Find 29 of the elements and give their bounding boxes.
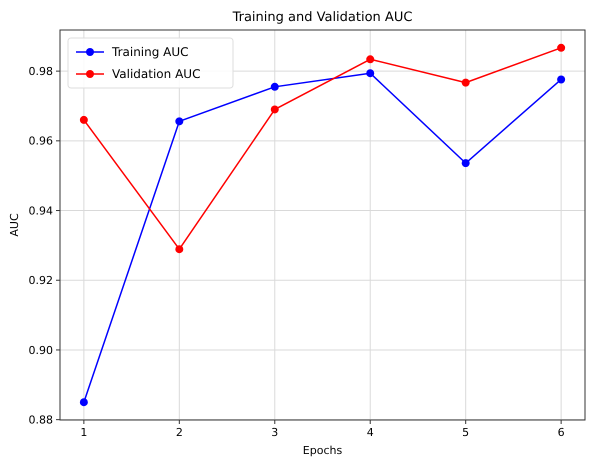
point bbox=[366, 69, 374, 78]
x-tick-label: 1 bbox=[80, 426, 88, 439]
point bbox=[270, 82, 279, 91]
y-tick-label: 0.90 bbox=[28, 344, 53, 357]
x-tick-label: 2 bbox=[176, 426, 183, 439]
legend-label: Training AUC bbox=[111, 45, 189, 60]
point bbox=[366, 55, 374, 64]
x-tick-label: 6 bbox=[558, 426, 565, 439]
x-tick-label: 4 bbox=[366, 426, 374, 439]
chart-title: Training and Validation AUC bbox=[232, 10, 412, 25]
point bbox=[270, 105, 279, 114]
point bbox=[557, 44, 566, 52]
legend-label: Validation AUC bbox=[112, 67, 200, 82]
point bbox=[557, 75, 566, 84]
x-tick-label: 5 bbox=[462, 426, 470, 439]
y-tick-label: 0.98 bbox=[28, 64, 53, 78]
y-tick-label: 0.92 bbox=[28, 274, 53, 288]
y-tick-label: 0.94 bbox=[28, 204, 53, 218]
point bbox=[462, 159, 470, 168]
point bbox=[80, 398, 88, 406]
point bbox=[462, 78, 470, 87]
y-tick-label: 0.96 bbox=[28, 134, 53, 148]
point bbox=[175, 117, 184, 126]
y-tick-label: 0.88 bbox=[28, 414, 53, 426]
x-tick-label: 3 bbox=[271, 426, 278, 439]
point bbox=[175, 245, 184, 254]
point bbox=[80, 116, 88, 124]
x-axis-title: Epochs bbox=[302, 444, 342, 457]
y-axis-title: AUC bbox=[8, 213, 21, 237]
